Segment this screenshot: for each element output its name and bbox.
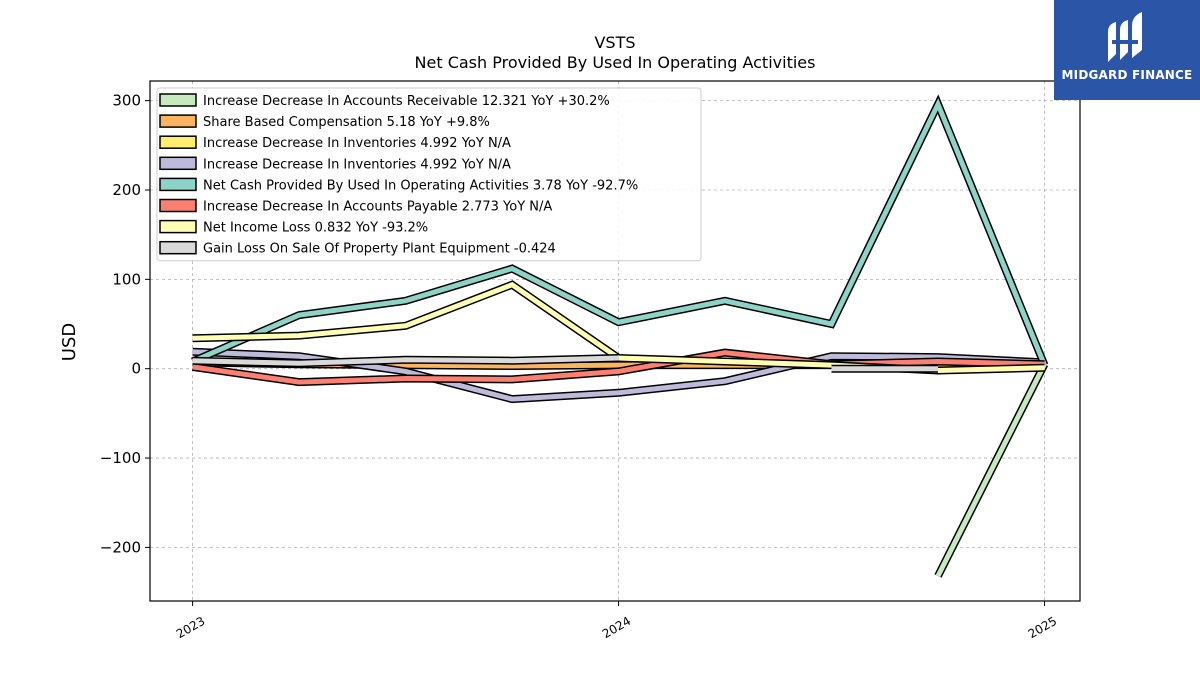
y-tick-label: 300 [112, 92, 141, 110]
legend-swatch [159, 93, 197, 107]
series-line [192, 350, 1045, 385]
legend-swatch [159, 135, 197, 149]
legend: Increase Decrease In Accounts Receivable… [156, 87, 702, 262]
legend-swatch [159, 156, 197, 171]
series-line [191, 98, 1047, 367]
series-line [935, 363, 1047, 578]
legend-box [156, 87, 702, 262]
legend-label: Increase Decrease In Accounts Receivable… [203, 94, 610, 109]
legend-label: Net Cash Provided By Used In Operating A… [203, 178, 638, 193]
y-tick-label: 0 [131, 360, 141, 378]
midgard-m-logo-icon [1108, 12, 1142, 62]
y-tick-label: 100 [112, 270, 141, 288]
legend-swatch [159, 240, 197, 255]
legend-label: Increase Decrease In Accounts Payable 2.… [203, 200, 552, 215]
legend-swatch [159, 114, 197, 128]
chart-title: VSTS [594, 33, 635, 52]
legend-swatch [159, 198, 197, 213]
series-layer [191, 94, 1049, 578]
brand-badge: MIDGARD FINANCE [1054, 0, 1200, 100]
y-tick-label: −200 [100, 538, 141, 556]
series-line [192, 355, 619, 366]
legend-label: Gain Loss On Sale Of Property Plant Equi… [203, 242, 556, 257]
legend-label: Share Based Compensation 5.18 YoY +9.8% [203, 115, 490, 130]
y-tick-label: 200 [112, 181, 141, 199]
legend-swatch [159, 177, 197, 192]
legend-label: Increase Decrease In Inventories 4.992 Y… [203, 157, 511, 172]
y-tick-label: −100 [100, 449, 141, 467]
legend-label: Increase Decrease In Inventories 4.992 Y… [203, 136, 511, 151]
chart-subtitle: Net Cash Provided By Used In Operating A… [415, 53, 816, 72]
brand-name: MIDGARD FINANCE [1061, 68, 1193, 82]
plot-frame [149, 80, 1081, 602]
y-axis-label: USD [59, 323, 80, 361]
legend-swatch [159, 219, 197, 234]
legend-label: Net Income Loss 0.832 YoY -93.2% [203, 221, 428, 236]
